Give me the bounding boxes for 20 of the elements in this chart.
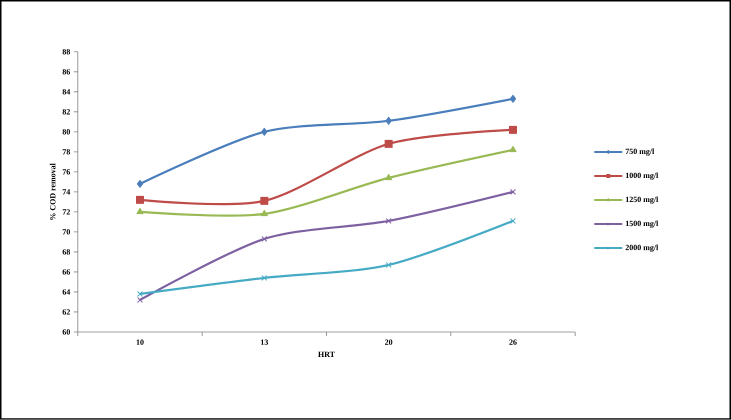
point	[261, 275, 268, 282]
point	[137, 297, 143, 304]
point	[510, 189, 516, 195]
point	[136, 208, 144, 214]
point	[509, 146, 517, 152]
point	[260, 196, 268, 205]
point	[386, 262, 392, 268]
point	[386, 218, 392, 224]
point	[508, 126, 517, 134]
point	[386, 116, 392, 125]
point	[384, 140, 393, 148]
point	[261, 128, 268, 136]
point	[385, 174, 392, 180]
point	[136, 196, 144, 204]
point	[260, 210, 268, 216]
point	[510, 218, 516, 224]
point	[136, 180, 144, 188]
point	[261, 236, 268, 242]
point	[137, 291, 143, 298]
point	[510, 94, 516, 103]
